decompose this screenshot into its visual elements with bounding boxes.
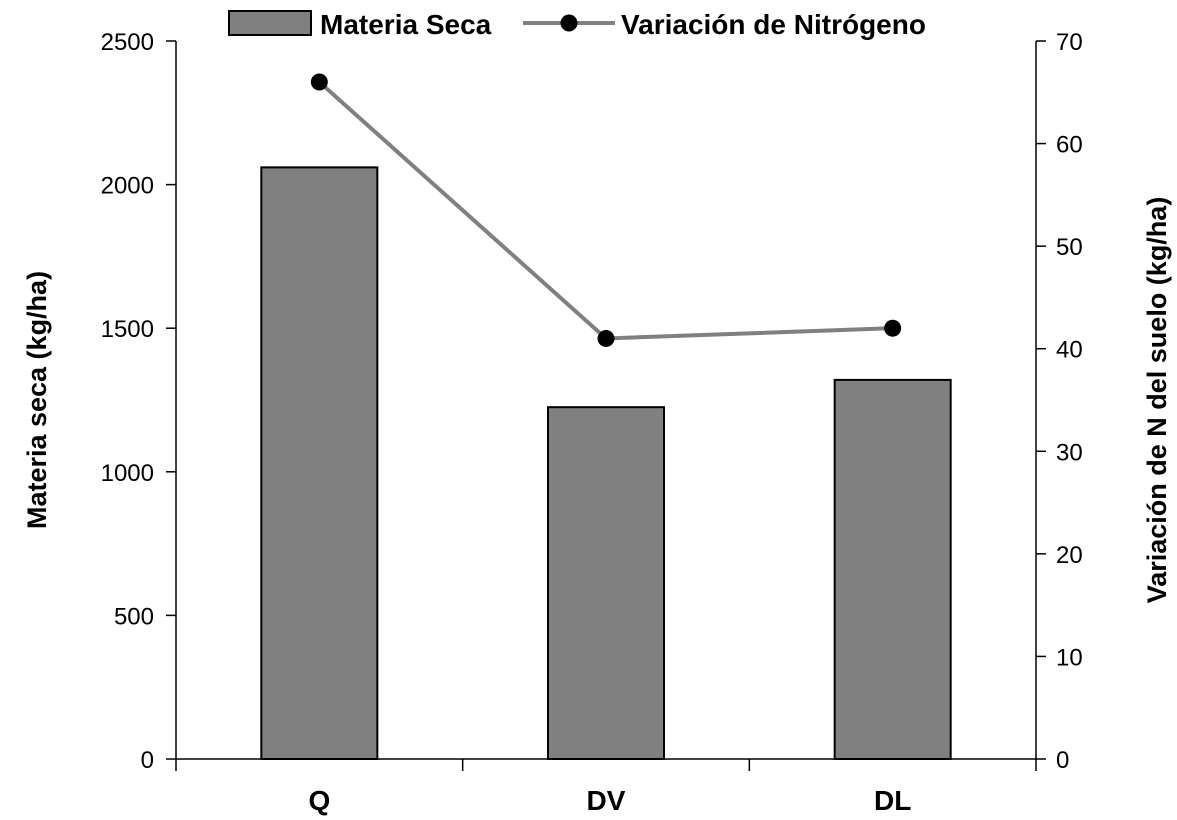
line-point [310,73,328,91]
y2-tick-label: 0 [1056,747,1069,774]
x-tick-label: Q [308,785,330,816]
y2-tick-label: 10 [1056,644,1083,671]
legend-line-label: Variación de Nitrógeno [621,9,926,40]
y-axis-title: Materia seca (kg/ha) [22,271,52,529]
bar-series [260,166,952,761]
y-tick-label: 2500 [101,29,154,56]
y2-tick-label: 40 [1056,337,1083,364]
legend-bar-label: Materia Seca [320,9,492,40]
bar [547,406,665,760]
y-tick-label: 2000 [101,173,154,200]
y2-tick-label: 60 [1056,132,1083,159]
legend: Materia Seca Variación de Nitrógeno [228,9,926,40]
x-tick-label: DL [874,785,911,816]
legend-line-marker [560,14,578,32]
y-tick-label: 500 [114,603,154,630]
line-point [884,319,902,337]
y2-tick-label: 20 [1056,542,1083,569]
y2-tick-label: 70 [1056,29,1083,56]
y-tick-label: 1500 [101,316,154,343]
y-tick-label: 1000 [101,460,154,487]
y2-tick-label: 30 [1056,439,1083,466]
x-tick-label: DV [587,785,626,816]
y-tick-label: 0 [141,747,154,774]
line-series [310,73,902,347]
line-point [597,329,615,347]
y2-axis-title: Variación de N del suelo (kg/ha) [1142,197,1172,604]
bar [260,166,379,761]
legend-bar-swatch [228,10,312,36]
axes: 0 500 1000 1500 2000 2500 0 10 20 30 40 50 60 70 Q DV DL [101,29,1083,816]
bar [833,378,952,760]
series-line [317,80,893,341]
y2-tick-label: 50 [1056,234,1083,261]
